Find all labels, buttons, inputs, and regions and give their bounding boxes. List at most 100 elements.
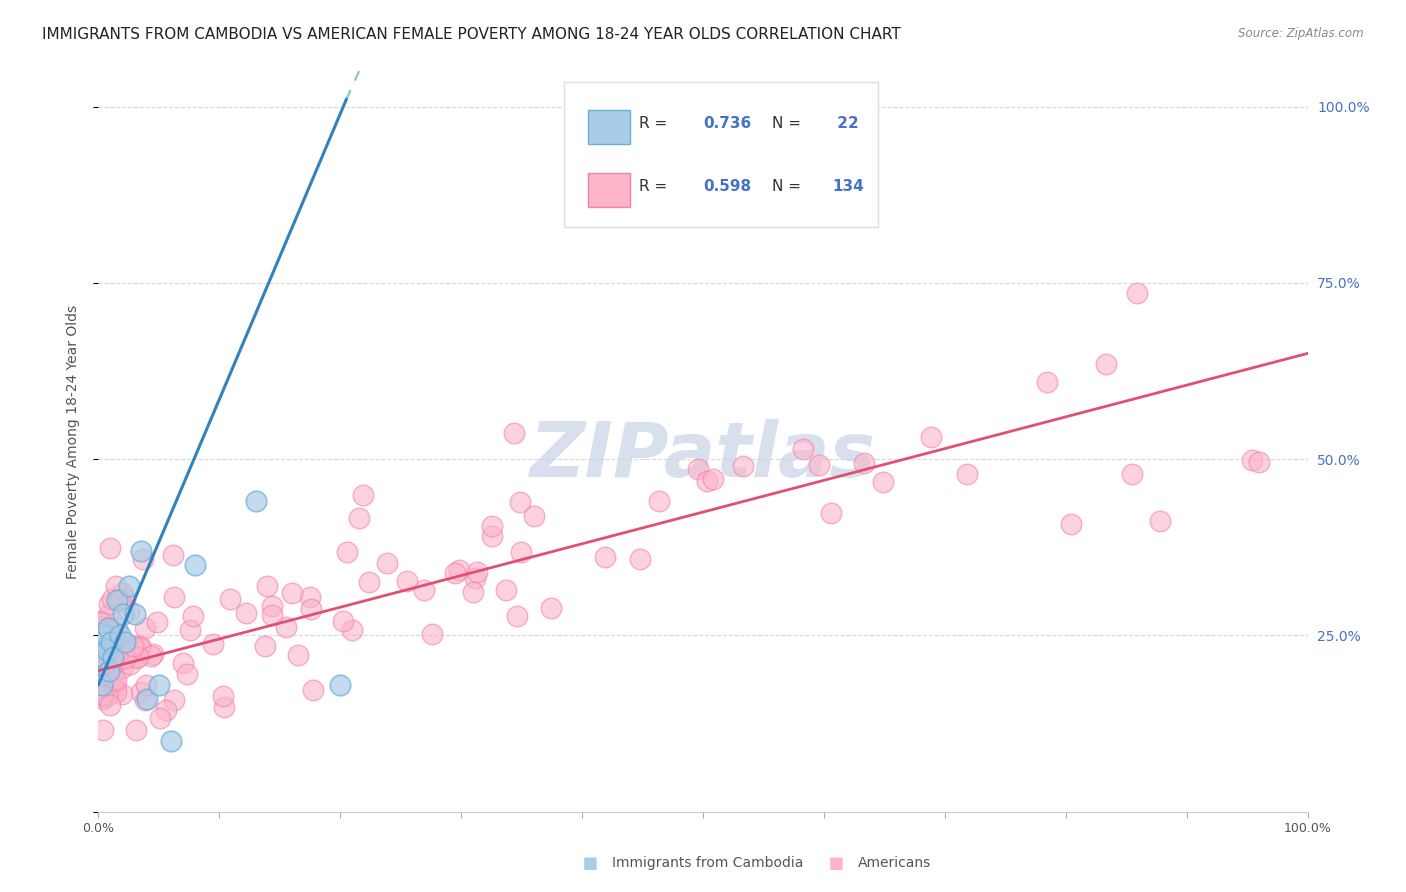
FancyBboxPatch shape xyxy=(588,173,630,207)
Point xyxy=(118,604,141,618)
Point xyxy=(135,692,157,706)
Point xyxy=(148,678,170,692)
Text: R =: R = xyxy=(638,116,672,131)
Point xyxy=(114,651,136,665)
Point xyxy=(1247,455,1270,469)
Text: ▪: ▪ xyxy=(828,852,845,875)
Point xyxy=(124,640,146,655)
Point xyxy=(108,628,131,642)
Point xyxy=(183,608,205,623)
Point xyxy=(853,456,876,470)
Text: 22: 22 xyxy=(832,116,859,131)
Point xyxy=(352,488,374,502)
Point xyxy=(104,673,127,687)
Point xyxy=(628,551,651,566)
Point xyxy=(125,651,148,665)
Point xyxy=(90,677,112,691)
Point xyxy=(256,579,278,593)
Point xyxy=(105,579,128,593)
Point xyxy=(395,574,418,589)
Point xyxy=(523,509,546,524)
Point xyxy=(93,631,115,645)
Point xyxy=(104,681,127,695)
Point xyxy=(184,558,207,572)
Point xyxy=(105,593,128,607)
Point xyxy=(114,592,136,607)
Point xyxy=(98,667,121,681)
Point xyxy=(299,590,322,604)
Point xyxy=(98,698,121,712)
Point xyxy=(125,723,148,737)
Point xyxy=(93,635,115,649)
FancyBboxPatch shape xyxy=(588,110,630,144)
Point xyxy=(118,579,141,593)
Text: 134: 134 xyxy=(832,178,865,194)
Point xyxy=(146,615,169,629)
Point xyxy=(127,650,149,665)
Point xyxy=(97,670,120,684)
Point xyxy=(212,690,235,704)
Point xyxy=(218,592,240,607)
Point xyxy=(162,548,184,562)
Point xyxy=(93,690,115,704)
Point xyxy=(1095,358,1118,372)
Point xyxy=(101,642,124,657)
Point xyxy=(377,556,399,570)
Point xyxy=(329,678,352,692)
Point xyxy=(1060,517,1083,532)
Point xyxy=(1035,375,1057,389)
Point xyxy=(920,429,942,443)
Point xyxy=(142,647,165,661)
Point xyxy=(98,664,121,678)
Text: ▪: ▪ xyxy=(582,852,599,875)
Point xyxy=(510,545,533,559)
Y-axis label: Female Poverty Among 18-24 Year Olds: Female Poverty Among 18-24 Year Olds xyxy=(66,304,80,579)
Point xyxy=(160,734,183,748)
Point xyxy=(89,657,111,671)
Point xyxy=(111,687,134,701)
Point xyxy=(91,626,114,640)
Point xyxy=(302,683,325,698)
Point xyxy=(287,648,309,663)
Point xyxy=(108,593,131,607)
Point xyxy=(481,529,503,543)
Point xyxy=(129,640,152,655)
Text: IMMIGRANTS FROM CAMBODIA VS AMERICAN FEMALE POVERTY AMONG 18-24 YEAR OLDS CORREL: IMMIGRANTS FROM CAMBODIA VS AMERICAN FEM… xyxy=(42,27,901,42)
Point xyxy=(100,591,122,606)
Point xyxy=(465,565,488,579)
Point xyxy=(105,684,128,698)
Point xyxy=(808,458,831,472)
Point xyxy=(111,661,134,675)
Point xyxy=(281,586,304,600)
Text: N =: N = xyxy=(772,178,806,194)
Point xyxy=(163,692,186,706)
Point xyxy=(94,628,117,642)
Point xyxy=(89,655,111,669)
Point xyxy=(163,590,186,604)
Point xyxy=(111,586,134,600)
Point xyxy=(124,607,146,622)
Point xyxy=(114,635,136,649)
Point xyxy=(104,631,127,645)
Point xyxy=(91,649,114,664)
Point xyxy=(135,678,157,692)
Point xyxy=(101,673,124,688)
Point xyxy=(299,601,322,615)
Point xyxy=(89,615,111,629)
Point xyxy=(96,689,118,703)
Point xyxy=(91,689,114,703)
Point xyxy=(118,657,141,672)
Point xyxy=(464,571,486,585)
Point xyxy=(91,651,114,665)
Point xyxy=(276,620,298,634)
Point xyxy=(444,566,467,580)
Point xyxy=(101,680,124,694)
Point xyxy=(648,493,671,508)
Text: Source: ZipAtlas.com: Source: ZipAtlas.com xyxy=(1239,27,1364,40)
Point xyxy=(201,637,224,651)
Point xyxy=(97,607,120,622)
Point xyxy=(100,635,122,649)
Text: N =: N = xyxy=(772,116,806,131)
Point xyxy=(1121,467,1143,481)
Point xyxy=(956,467,979,481)
